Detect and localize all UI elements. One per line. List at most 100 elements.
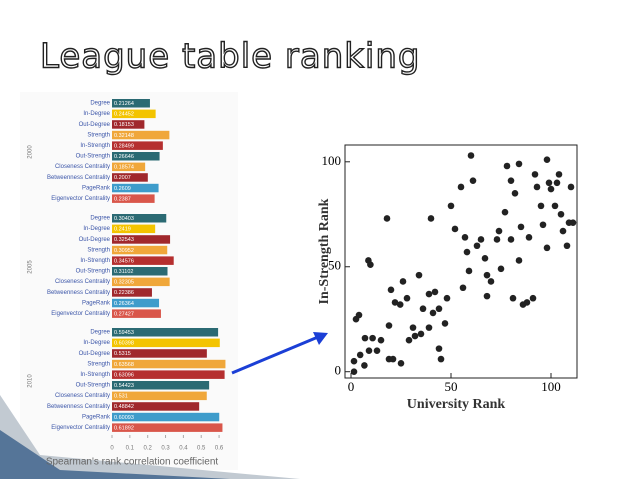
bar — [112, 328, 219, 337]
x-axis-label: Spearman's rank correlation coefficient — [46, 457, 219, 468]
value-label: 0.18153 — [114, 122, 134, 128]
y-tick-label: 50 — [328, 258, 341, 273]
point — [451, 225, 459, 233]
x-tick-label: 0.3 — [161, 446, 170, 452]
value-label: 0.2007 — [114, 175, 131, 181]
point — [547, 185, 555, 193]
point — [415, 271, 423, 279]
point — [551, 202, 559, 210]
bar — [112, 245, 168, 255]
group-label: 2000 — [28, 145, 34, 159]
point — [515, 160, 523, 168]
point — [543, 156, 551, 163]
point — [435, 345, 443, 352]
bar-label: Closeness Centrality — [55, 279, 110, 285]
point — [431, 288, 439, 296]
point — [497, 265, 505, 273]
x-tick-label: 0.6 — [215, 446, 224, 452]
value-label: 0.5315 — [114, 351, 131, 357]
bar-label: Out-Strength — [76, 383, 110, 389]
point — [553, 179, 561, 187]
point — [429, 309, 437, 317]
y-axis-label: In-Strength Rank — [317, 198, 332, 304]
bar — [112, 267, 168, 276]
bar-label: Eigenvector Centrality — [51, 311, 110, 317]
point — [517, 223, 525, 231]
y-tick-label: 100 — [322, 153, 342, 168]
bar — [112, 183, 159, 193]
point — [391, 299, 399, 306]
bar — [112, 391, 207, 401]
point — [503, 162, 511, 170]
bar-label: In-Strength — [80, 258, 110, 264]
bar — [112, 235, 171, 244]
bar-label: Betweenness Centrality — [47, 290, 110, 296]
bar — [112, 141, 163, 150]
y-tick-label: 0 — [335, 363, 342, 378]
x-tick-label: 0.2 — [144, 446, 153, 452]
point — [373, 347, 381, 355]
group-label: 2005 — [28, 260, 34, 274]
bar-label: Out-Degree — [79, 122, 111, 128]
point — [403, 294, 411, 302]
point — [461, 234, 469, 241]
bar — [112, 298, 160, 308]
x-axis-label: University Rank — [407, 397, 506, 412]
bar — [112, 359, 226, 369]
value-label: 0.63096 — [114, 372, 134, 378]
bar — [112, 277, 170, 287]
point — [567, 183, 575, 191]
point — [459, 284, 467, 292]
bar — [112, 99, 150, 108]
bar-label: In-Strength — [80, 143, 110, 149]
point — [369, 334, 376, 342]
bar — [112, 224, 156, 234]
arrow — [231, 335, 319, 375]
point — [477, 236, 485, 243]
point — [509, 294, 517, 302]
point — [361, 362, 368, 369]
value-label: 0.18574 — [114, 165, 134, 171]
bar-label: Degree — [90, 216, 110, 222]
point — [409, 324, 417, 331]
point — [425, 324, 433, 331]
bar-label: In-Degree — [83, 226, 110, 232]
value-label: 0.30952 — [114, 248, 134, 254]
point — [523, 299, 531, 306]
value-label: 0.27427 — [114, 311, 134, 317]
point — [507, 177, 515, 184]
point — [350, 368, 358, 376]
x-tick-label: 0.5 — [197, 446, 206, 452]
x-tick-label: 0 — [348, 379, 355, 394]
point — [417, 330, 425, 338]
point — [383, 215, 391, 222]
point — [555, 171, 563, 178]
point — [563, 242, 571, 250]
plot-frame — [344, 144, 578, 379]
point — [399, 278, 407, 285]
x-tick-label: 0 — [110, 446, 114, 452]
bar — [112, 173, 148, 182]
point — [435, 305, 443, 313]
value-label: 0.54423 — [114, 383, 134, 389]
bar-label: In-Strength — [80, 372, 110, 378]
point — [483, 292, 491, 300]
point — [425, 290, 433, 298]
point — [441, 320, 449, 327]
point — [457, 183, 465, 191]
point — [501, 208, 509, 216]
decor — [0, 430, 230, 479]
bar-label: Out-Strength — [76, 154, 110, 160]
point — [543, 244, 551, 252]
bar-label: Strength — [87, 361, 110, 367]
bar-label: In-Degree — [83, 340, 110, 346]
bar — [112, 338, 220, 348]
bar-label: Degree — [90, 101, 110, 107]
bar — [112, 381, 210, 390]
bar-label: Out-Degree — [79, 351, 111, 357]
bar — [112, 120, 145, 129]
bar — [112, 349, 207, 358]
value-label: 0.28499 — [114, 143, 134, 149]
bar — [112, 194, 155, 203]
point — [350, 357, 358, 365]
